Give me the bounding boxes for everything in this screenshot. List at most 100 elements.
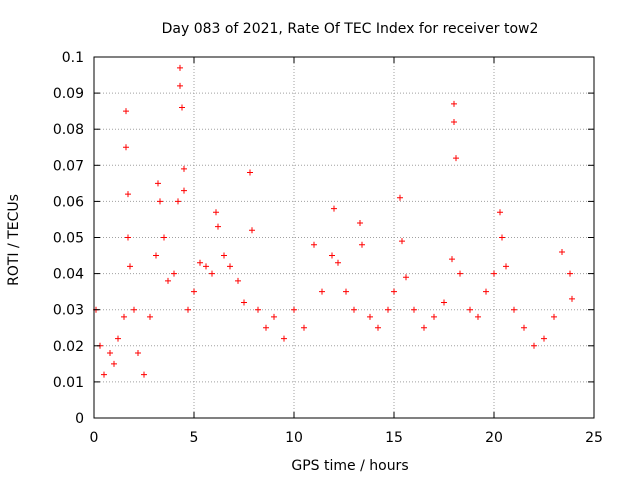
data-point bbox=[127, 263, 133, 270]
data-point bbox=[385, 306, 391, 313]
data-point bbox=[147, 313, 153, 320]
data-point bbox=[203, 263, 209, 270]
data-point bbox=[351, 306, 357, 313]
data-point bbox=[209, 270, 215, 277]
data-point bbox=[343, 288, 349, 295]
data-points bbox=[93, 64, 575, 378]
data-point bbox=[107, 350, 113, 357]
data-point bbox=[215, 223, 221, 230]
data-point bbox=[165, 277, 171, 284]
x-axis-label: GPS time / hours bbox=[291, 458, 408, 474]
data-point bbox=[335, 259, 341, 266]
data-point bbox=[451, 118, 457, 125]
y-tick-label: 0.07 bbox=[53, 158, 84, 174]
x-tick-label: 10 bbox=[285, 430, 303, 446]
data-point bbox=[503, 263, 509, 270]
data-point bbox=[125, 191, 131, 198]
x-tick-label: 20 bbox=[485, 430, 503, 446]
data-point bbox=[451, 100, 457, 107]
data-point bbox=[291, 306, 297, 313]
data-point bbox=[457, 270, 463, 277]
data-point bbox=[441, 299, 447, 306]
data-point bbox=[531, 342, 537, 349]
data-point bbox=[403, 274, 409, 281]
data-point bbox=[161, 234, 167, 241]
data-point bbox=[497, 209, 503, 216]
data-point bbox=[177, 64, 183, 71]
data-point bbox=[541, 335, 547, 342]
y-tick-label: 0.05 bbox=[53, 231, 84, 247]
y-tick-label: 0.1 bbox=[62, 50, 84, 66]
y-tick-label: 0.08 bbox=[53, 122, 84, 138]
data-point bbox=[453, 155, 459, 162]
data-point bbox=[241, 299, 247, 306]
data-point bbox=[247, 169, 253, 176]
x-tick-label: 25 bbox=[585, 430, 603, 446]
data-point bbox=[191, 288, 197, 295]
y-tick-label: 0.03 bbox=[53, 303, 84, 319]
data-point bbox=[567, 270, 573, 277]
data-point bbox=[491, 270, 497, 277]
y-axis-label: ROTI / TECUs bbox=[6, 194, 22, 286]
data-point bbox=[449, 256, 455, 263]
data-point bbox=[281, 335, 287, 342]
data-point bbox=[329, 252, 335, 259]
data-point bbox=[235, 277, 241, 284]
data-point bbox=[475, 313, 481, 320]
data-point bbox=[115, 335, 121, 342]
data-point bbox=[431, 313, 437, 320]
data-point bbox=[157, 198, 163, 205]
data-point bbox=[221, 252, 227, 259]
data-point bbox=[569, 295, 575, 302]
grid-lines bbox=[94, 57, 594, 418]
x-tick-label: 0 bbox=[90, 430, 99, 446]
data-point bbox=[357, 220, 363, 227]
data-point bbox=[499, 234, 505, 241]
data-point bbox=[255, 306, 261, 313]
data-point bbox=[177, 82, 183, 89]
y-tick-label: 0.09 bbox=[53, 86, 84, 102]
axis-ticks bbox=[93, 56, 595, 419]
data-point bbox=[331, 205, 337, 212]
data-point bbox=[141, 371, 147, 378]
data-point bbox=[153, 252, 159, 259]
data-point bbox=[101, 371, 107, 378]
data-point bbox=[467, 306, 473, 313]
data-point bbox=[421, 324, 427, 331]
data-point bbox=[171, 270, 177, 277]
y-tick-labels: 0 0.01 0.02 0.03 0.04 0.05 0.06 0.07 0.08 0.09 0.1 bbox=[53, 50, 84, 427]
data-point bbox=[181, 187, 187, 194]
x-tick-labels: 0 5 10 15 20 25 bbox=[90, 430, 603, 446]
data-point bbox=[121, 313, 127, 320]
y-tick-label: 0.01 bbox=[53, 375, 84, 391]
data-point bbox=[263, 324, 269, 331]
data-point bbox=[311, 241, 317, 248]
data-point bbox=[511, 306, 517, 313]
data-point bbox=[551, 313, 557, 320]
y-tick-label: 0.06 bbox=[53, 194, 84, 210]
data-point bbox=[131, 306, 137, 313]
data-point bbox=[301, 324, 307, 331]
data-point bbox=[483, 288, 489, 295]
data-point bbox=[271, 313, 277, 320]
x-tick-label: 5 bbox=[190, 430, 199, 446]
data-point bbox=[213, 209, 219, 216]
data-point bbox=[181, 165, 187, 172]
data-point bbox=[375, 324, 381, 331]
data-point bbox=[175, 198, 181, 205]
data-point bbox=[155, 180, 161, 187]
data-point bbox=[185, 306, 191, 313]
data-point bbox=[179, 104, 185, 111]
data-point bbox=[367, 313, 373, 320]
chart-title: Day 083 of 2021, Rate Of TEC Index for r… bbox=[162, 21, 539, 37]
data-point bbox=[197, 259, 203, 266]
data-point bbox=[125, 234, 131, 241]
x-tick-label: 15 bbox=[385, 430, 403, 446]
data-point bbox=[111, 360, 117, 367]
data-point bbox=[411, 306, 417, 313]
data-point bbox=[521, 324, 527, 331]
data-point bbox=[559, 248, 565, 255]
data-point bbox=[391, 288, 397, 295]
